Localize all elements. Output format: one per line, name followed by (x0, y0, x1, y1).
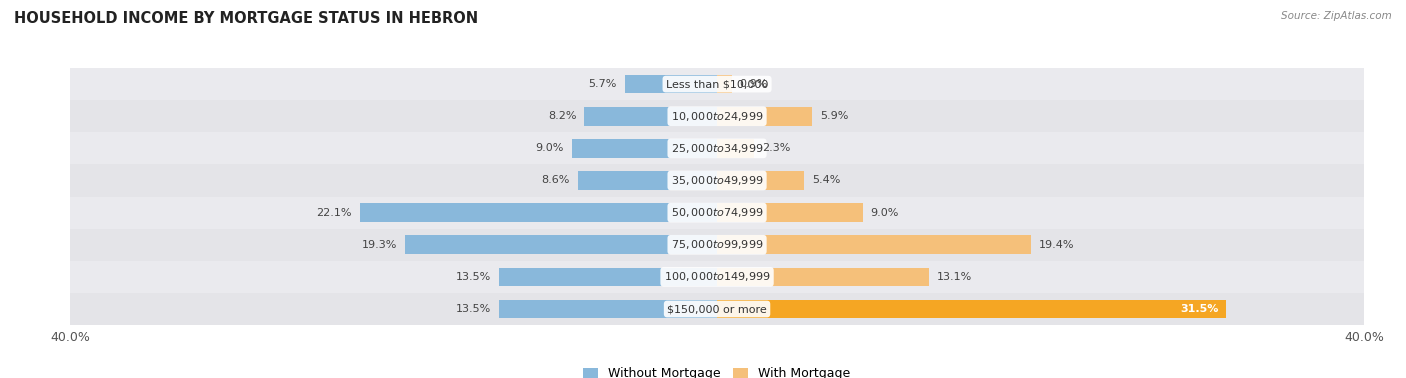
Legend: Without Mortgage, With Mortgage: Without Mortgage, With Mortgage (578, 362, 856, 378)
Text: 13.5%: 13.5% (456, 272, 491, 282)
Bar (70, 293, 1364, 325)
Bar (70, 261, 1364, 293)
Text: Less than $10,000: Less than $10,000 (666, 79, 768, 89)
Bar (70, 197, 1364, 229)
Bar (717, 235, 1031, 254)
Bar (717, 107, 813, 125)
Bar (70, 132, 1364, 164)
Text: 9.0%: 9.0% (536, 143, 564, 153)
Bar (717, 139, 754, 158)
Text: 13.5%: 13.5% (456, 304, 491, 314)
Bar (499, 268, 717, 286)
Bar (717, 203, 862, 222)
Bar (578, 171, 717, 190)
Bar (717, 268, 929, 286)
Text: 5.4%: 5.4% (813, 175, 841, 186)
Text: 19.4%: 19.4% (1039, 240, 1074, 250)
Text: 31.5%: 31.5% (1180, 304, 1218, 314)
Text: $25,000 to $34,999: $25,000 to $34,999 (671, 142, 763, 155)
Bar (70, 100, 1364, 132)
Bar (624, 75, 717, 93)
Text: $100,000 to $149,999: $100,000 to $149,999 (664, 270, 770, 284)
Bar (717, 171, 804, 190)
Text: $35,000 to $49,999: $35,000 to $49,999 (671, 174, 763, 187)
Text: 8.6%: 8.6% (541, 175, 569, 186)
Bar (70, 164, 1364, 197)
Text: 22.1%: 22.1% (316, 208, 352, 218)
Text: 5.7%: 5.7% (589, 79, 617, 89)
Bar (405, 235, 717, 254)
Text: 8.2%: 8.2% (548, 111, 576, 121)
Bar (360, 203, 717, 222)
Bar (571, 139, 717, 158)
Bar (717, 75, 731, 93)
Bar (585, 107, 717, 125)
Text: 0.9%: 0.9% (740, 79, 768, 89)
Text: 13.1%: 13.1% (936, 272, 972, 282)
Text: 9.0%: 9.0% (870, 208, 898, 218)
Text: 2.3%: 2.3% (762, 143, 790, 153)
Text: Source: ZipAtlas.com: Source: ZipAtlas.com (1281, 11, 1392, 21)
Text: HOUSEHOLD INCOME BY MORTGAGE STATUS IN HEBRON: HOUSEHOLD INCOME BY MORTGAGE STATUS IN H… (14, 11, 478, 26)
Text: $10,000 to $24,999: $10,000 to $24,999 (671, 110, 763, 123)
Bar (717, 300, 1226, 318)
Bar (499, 300, 717, 318)
Bar (70, 229, 1364, 261)
Text: $150,000 or more: $150,000 or more (668, 304, 766, 314)
Text: $75,000 to $99,999: $75,000 to $99,999 (671, 238, 763, 251)
Text: $50,000 to $74,999: $50,000 to $74,999 (671, 206, 763, 219)
Text: 5.9%: 5.9% (821, 111, 849, 121)
Bar (70, 68, 1364, 100)
Text: 19.3%: 19.3% (361, 240, 396, 250)
